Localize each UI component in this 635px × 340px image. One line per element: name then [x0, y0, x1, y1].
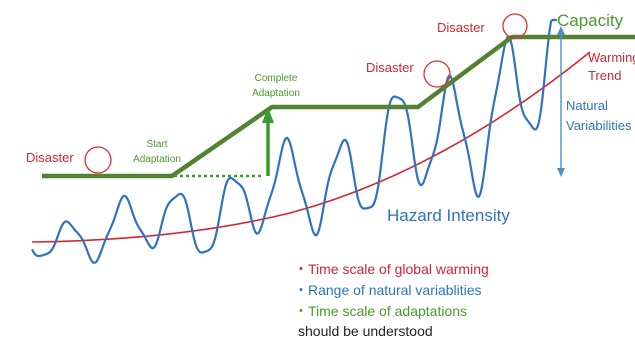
natural-variabilities-label-line1: Natural — [566, 98, 608, 113]
capacity-label: Capacity — [557, 11, 624, 30]
note-should-be-understood: should be understood — [298, 323, 433, 339]
start-adaptation-label-line2: Adaptation — [133, 154, 181, 165]
note-adaptations: ・Time scale of adaptations — [294, 303, 467, 319]
warming-trend-curve — [31, 51, 591, 243]
disaster-label-1: Disaster — [26, 150, 74, 165]
complete-adaptation-label-line2: Adaptation — [252, 88, 300, 99]
disaster-label-2: Disaster — [366, 60, 414, 75]
disaster-circle-3 — [502, 13, 528, 39]
disaster-circle-1 — [84, 146, 112, 174]
note-global-warming: ・Time scale of global warming — [294, 261, 489, 277]
disaster-label-3: Disaster — [437, 20, 485, 35]
range-arrowhead-top — [557, 26, 565, 35]
capacity-line — [42, 34, 635, 179]
hazard-intensity-label: Hazard Intensity — [387, 206, 510, 225]
natural-variabilities-label-line2: Variabilities — [566, 118, 632, 133]
warming-trend-label-line2: Trend — [588, 68, 621, 83]
start-adaptation-label-line1: Start — [146, 139, 167, 150]
warming-trend-label-line1: Warming — [588, 50, 635, 65]
hazard-intensity-wave — [31, 18, 557, 264]
adaptation-step-arrowhead — [262, 107, 274, 123]
note-natural-variabilities: ・Range of natural variablities — [294, 282, 482, 298]
range-arrowhead-bottom — [557, 168, 565, 177]
disaster-circle-2 — [423, 60, 451, 88]
complete-adaptation-label-line1: Complete — [255, 73, 298, 84]
